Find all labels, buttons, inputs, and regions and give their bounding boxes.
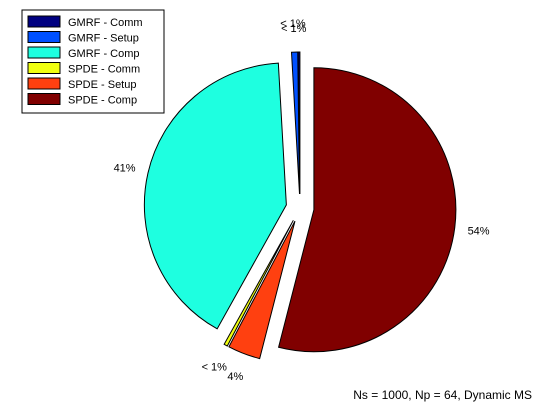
slice-label-spde-comp: 54% [468,226,490,238]
legend-label-spde-comm: SPDE - Comm [68,64,140,76]
extra-slice-label: < 1% [280,18,306,30]
legend-label-gmrf-comm: GMRF - Comm [68,17,143,29]
slice-gmrf-comp [143,62,287,330]
legend-label-spde-comp: SPDE - Comp [68,95,137,107]
legend-swatch-spde-comm [27,62,61,74]
legend-label-gmrf-comp: GMRF - Comp [68,48,140,60]
slice-label-gmrf-setup: < 1% [281,23,307,35]
percentage-labels: < 1%41%< 1%4%54%< 1% [114,18,490,383]
slice-spde-comm [223,220,294,347]
slice-spde-setup [228,220,296,360]
legend-swatch-gmrf-comm [27,15,61,28]
pie-slices [143,51,457,360]
chart-caption: Ns = 1000, Np = 64, Dynamic MS [353,388,532,402]
slice-spde-comp [277,67,457,353]
slice-label-gmrf-comp: 41% [114,163,136,175]
slice-label-spde-comm: < 1% [202,361,228,373]
legend-swatch-gmrf-comp [27,46,61,59]
slice-label-spde-setup: 4% [227,371,243,383]
legend-label-gmrf-setup: GMRF - Setup [68,33,139,45]
legend-label-spde-setup: SPDE - Setup [68,79,136,91]
legend-swatch-spde-setup [27,77,61,90]
legend-swatch-spde-comp [27,93,61,105]
legend-swatch-gmrf-setup [27,31,61,43]
legend: GMRF - Comm GMRF - Setup GMRF - Comp SPDE -… [21,9,165,114]
slice-gmrf-setup [290,51,301,195]
